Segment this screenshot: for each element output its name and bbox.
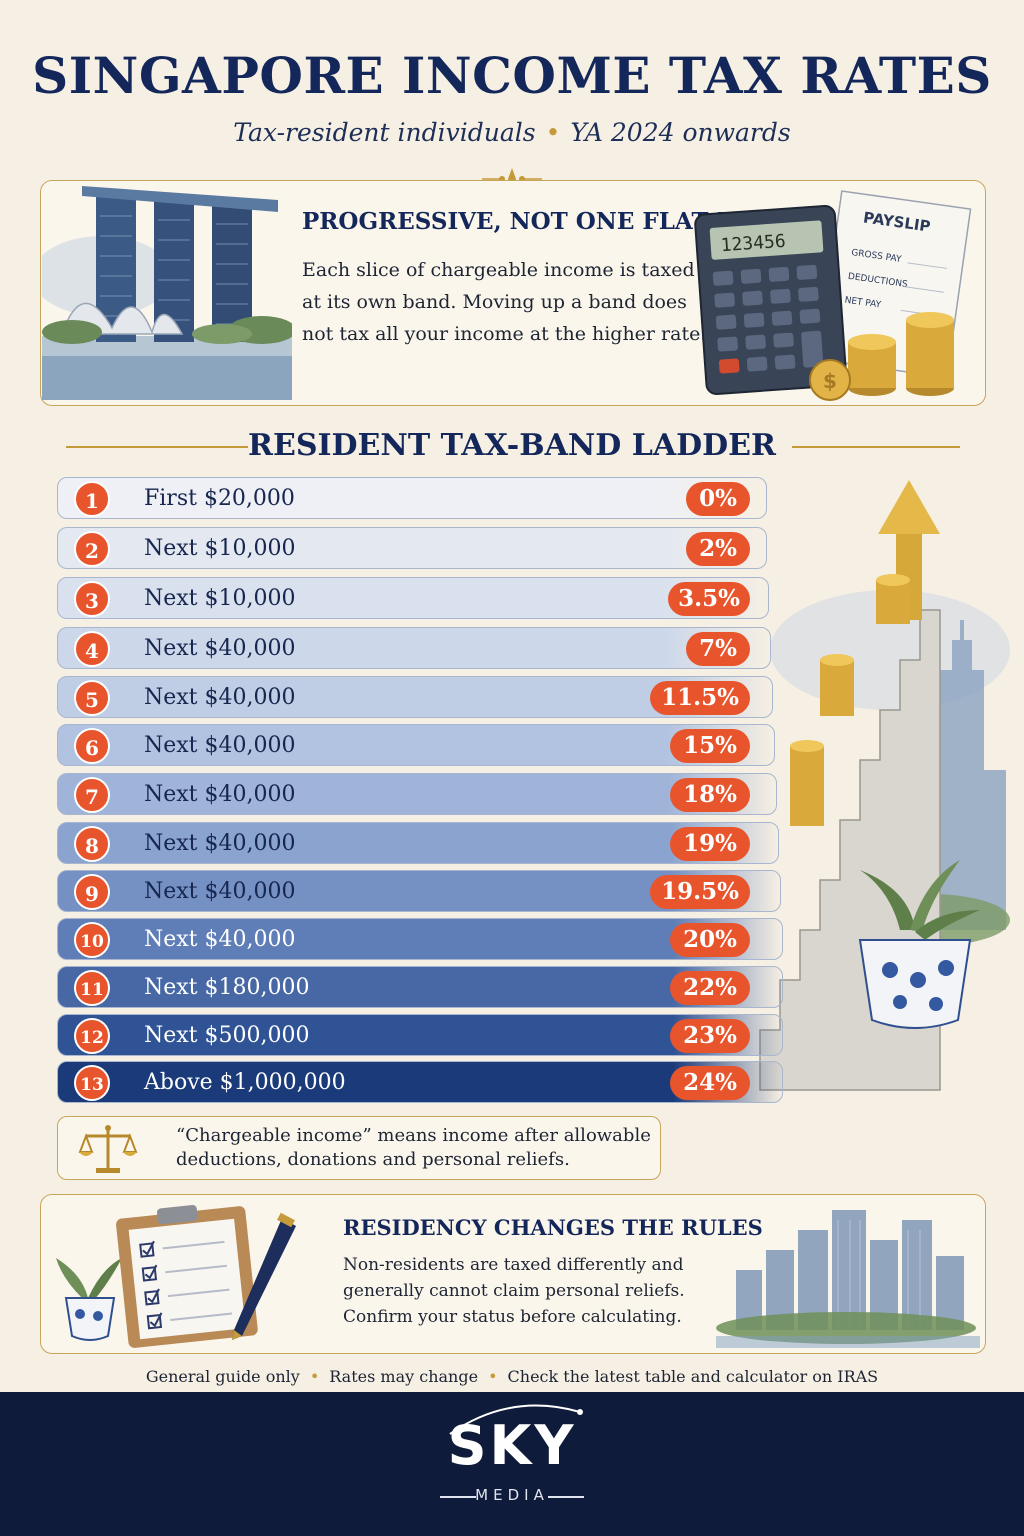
brand-logo: SKY (447, 1414, 577, 1477)
band-rate-badge: 15% (670, 729, 750, 763)
footer-item: General guide only (145, 1367, 300, 1386)
staircase-arrow-illustration (759, 480, 1010, 1091)
potted-plant-icon (858, 860, 980, 1029)
page-subtitle: Tax-resident individuals • YA 2024 onwards (0, 118, 1024, 147)
clipboard-icon (116, 1205, 258, 1348)
tax-band-row: 12 Next $500,000 23% (57, 1014, 783, 1056)
band-number-badge: 11 (74, 970, 110, 1006)
heading-rule-right (792, 446, 960, 448)
band-label: Next $40,000 (144, 782, 296, 807)
separator-dot-icon: • (309, 1367, 320, 1386)
band-label: Next $40,000 (144, 685, 296, 710)
band-number-badge: 4 (74, 631, 110, 667)
tax-band-row: 4 Next $40,000 7% (57, 627, 771, 669)
band-rate-badge: 19% (670, 827, 750, 861)
pen-icon (232, 1212, 296, 1340)
band-number-badge: 13 (74, 1065, 110, 1101)
band-number-badge: 10 (74, 922, 110, 958)
band-rate-badge: 19.5% (650, 875, 750, 909)
band-label: Next $40,000 (144, 831, 296, 856)
brand-subtitle: MEDIA (475, 1486, 549, 1504)
heading-rule-left (66, 446, 248, 448)
brand-line-left (440, 1496, 476, 1498)
brand-line-right (548, 1496, 584, 1498)
band-number-badge: 12 (74, 1018, 110, 1054)
svg-text:$: $ (823, 369, 837, 393)
separator-dot-icon: • (545, 118, 561, 147)
band-label: Above $1,000,000 (144, 1070, 346, 1095)
subtitle-audience: Tax-resident individuals (233, 118, 536, 147)
brand-swoosh-icon (449, 1404, 583, 1435)
clipboard-pen-illustration (56, 1205, 296, 1348)
band-number-badge: 7 (74, 777, 110, 813)
chargeable-income-note (57, 1116, 661, 1180)
band-number-badge: 8 (74, 826, 110, 862)
city-skyline-illustration (716, 1210, 980, 1348)
tax-band-row: 13 Above $1,000,000 24% (57, 1061, 783, 1103)
band-label: Next $40,000 (144, 879, 296, 904)
band-number-badge: 9 (74, 874, 110, 910)
ladder-heading: RESIDENT TAX-BAND LADDER (248, 428, 776, 463)
band-rate-badge: 24% (670, 1066, 750, 1100)
residency-title: RESIDENCY CHANGES THE RULES (343, 1215, 763, 1240)
band-label: Next $40,000 (144, 636, 296, 661)
band-number-badge: 2 (74, 531, 110, 567)
scales-icon (78, 1125, 138, 1173)
tax-band-row: 2 Next $10,000 2% (57, 527, 767, 569)
band-label: Next $40,000 (144, 927, 296, 952)
band-number-badge: 5 (74, 680, 110, 716)
subtitle-year: YA 2024 onwards (570, 118, 791, 147)
footer-item: Check the latest table and calculator on… (507, 1367, 879, 1386)
band-rate-badge: 22% (670, 971, 750, 1005)
tax-band-row: 7 Next $40,000 18% (57, 773, 777, 815)
band-rate-badge: 18% (670, 778, 750, 812)
residency-text: Non-residents are taxed differently and … (343, 1255, 685, 1327)
band-label: Next $10,000 (144, 536, 296, 561)
band-label: First $20,000 (144, 486, 295, 511)
calculator-display: 123456 (720, 231, 786, 256)
marina-bay-sands-illustration (42, 186, 292, 400)
band-label: Next $10,000 (144, 586, 296, 611)
tax-band-row: 6 Next $40,000 15% (57, 724, 775, 766)
tax-band-row: 5 Next $40,000 11.5% (57, 676, 773, 718)
tax-band-row: 8 Next $40,000 19% (57, 822, 779, 864)
payslip-calculator-illustration: PAYSLIP GROSS PAY DEDUCTIONS NET PAY 123… (694, 190, 972, 401)
band-number-badge: 6 (74, 728, 110, 764)
band-label: Next $500,000 (144, 1023, 310, 1048)
brand-footer (0, 1392, 1024, 1536)
tax-band-row: 3 Next $10,000 3.5% (57, 577, 769, 619)
coin-stack-icon (790, 574, 910, 826)
band-number-badge: 3 (74, 581, 110, 617)
band-rate-badge: 3.5% (668, 582, 750, 616)
band-rate-badge: 7% (686, 632, 750, 666)
page-title: SINGAPORE INCOME TAX RATES (32, 46, 992, 105)
band-rate-badge: 2% (686, 532, 750, 566)
tax-band-row: 1 First $20,000 0% (57, 477, 767, 519)
potted-plant-icon (56, 1258, 122, 1341)
footer-item: Rates may change (329, 1367, 479, 1386)
band-rate-badge: 0% (686, 482, 750, 516)
chargeable-income-text: “Chargeable income” means income after a… (176, 1125, 651, 1170)
tax-band-row: 10 Next $40,000 20% (57, 918, 783, 960)
separator-dot-icon: • (488, 1367, 498, 1386)
coin-stack-icon: $ (809, 312, 954, 401)
tax-band-row: 9 Next $40,000 19.5% (57, 870, 781, 912)
band-rate-badge: 20% (670, 923, 750, 957)
tax-band-row: 11 Next $180,000 22% (57, 966, 783, 1008)
band-rate-badge: 23% (670, 1019, 750, 1053)
band-label: Next $40,000 (144, 733, 296, 758)
band-number-badge: 1 (74, 481, 110, 517)
footer-disclaimer: General guide only • Rates may change • Chec… (0, 1367, 1024, 1386)
band-label: Next $180,000 (144, 975, 310, 1000)
intro-text: Each slice of chargeable income is taxed… (302, 259, 707, 345)
band-rate-badge: 11.5% (650, 681, 750, 715)
